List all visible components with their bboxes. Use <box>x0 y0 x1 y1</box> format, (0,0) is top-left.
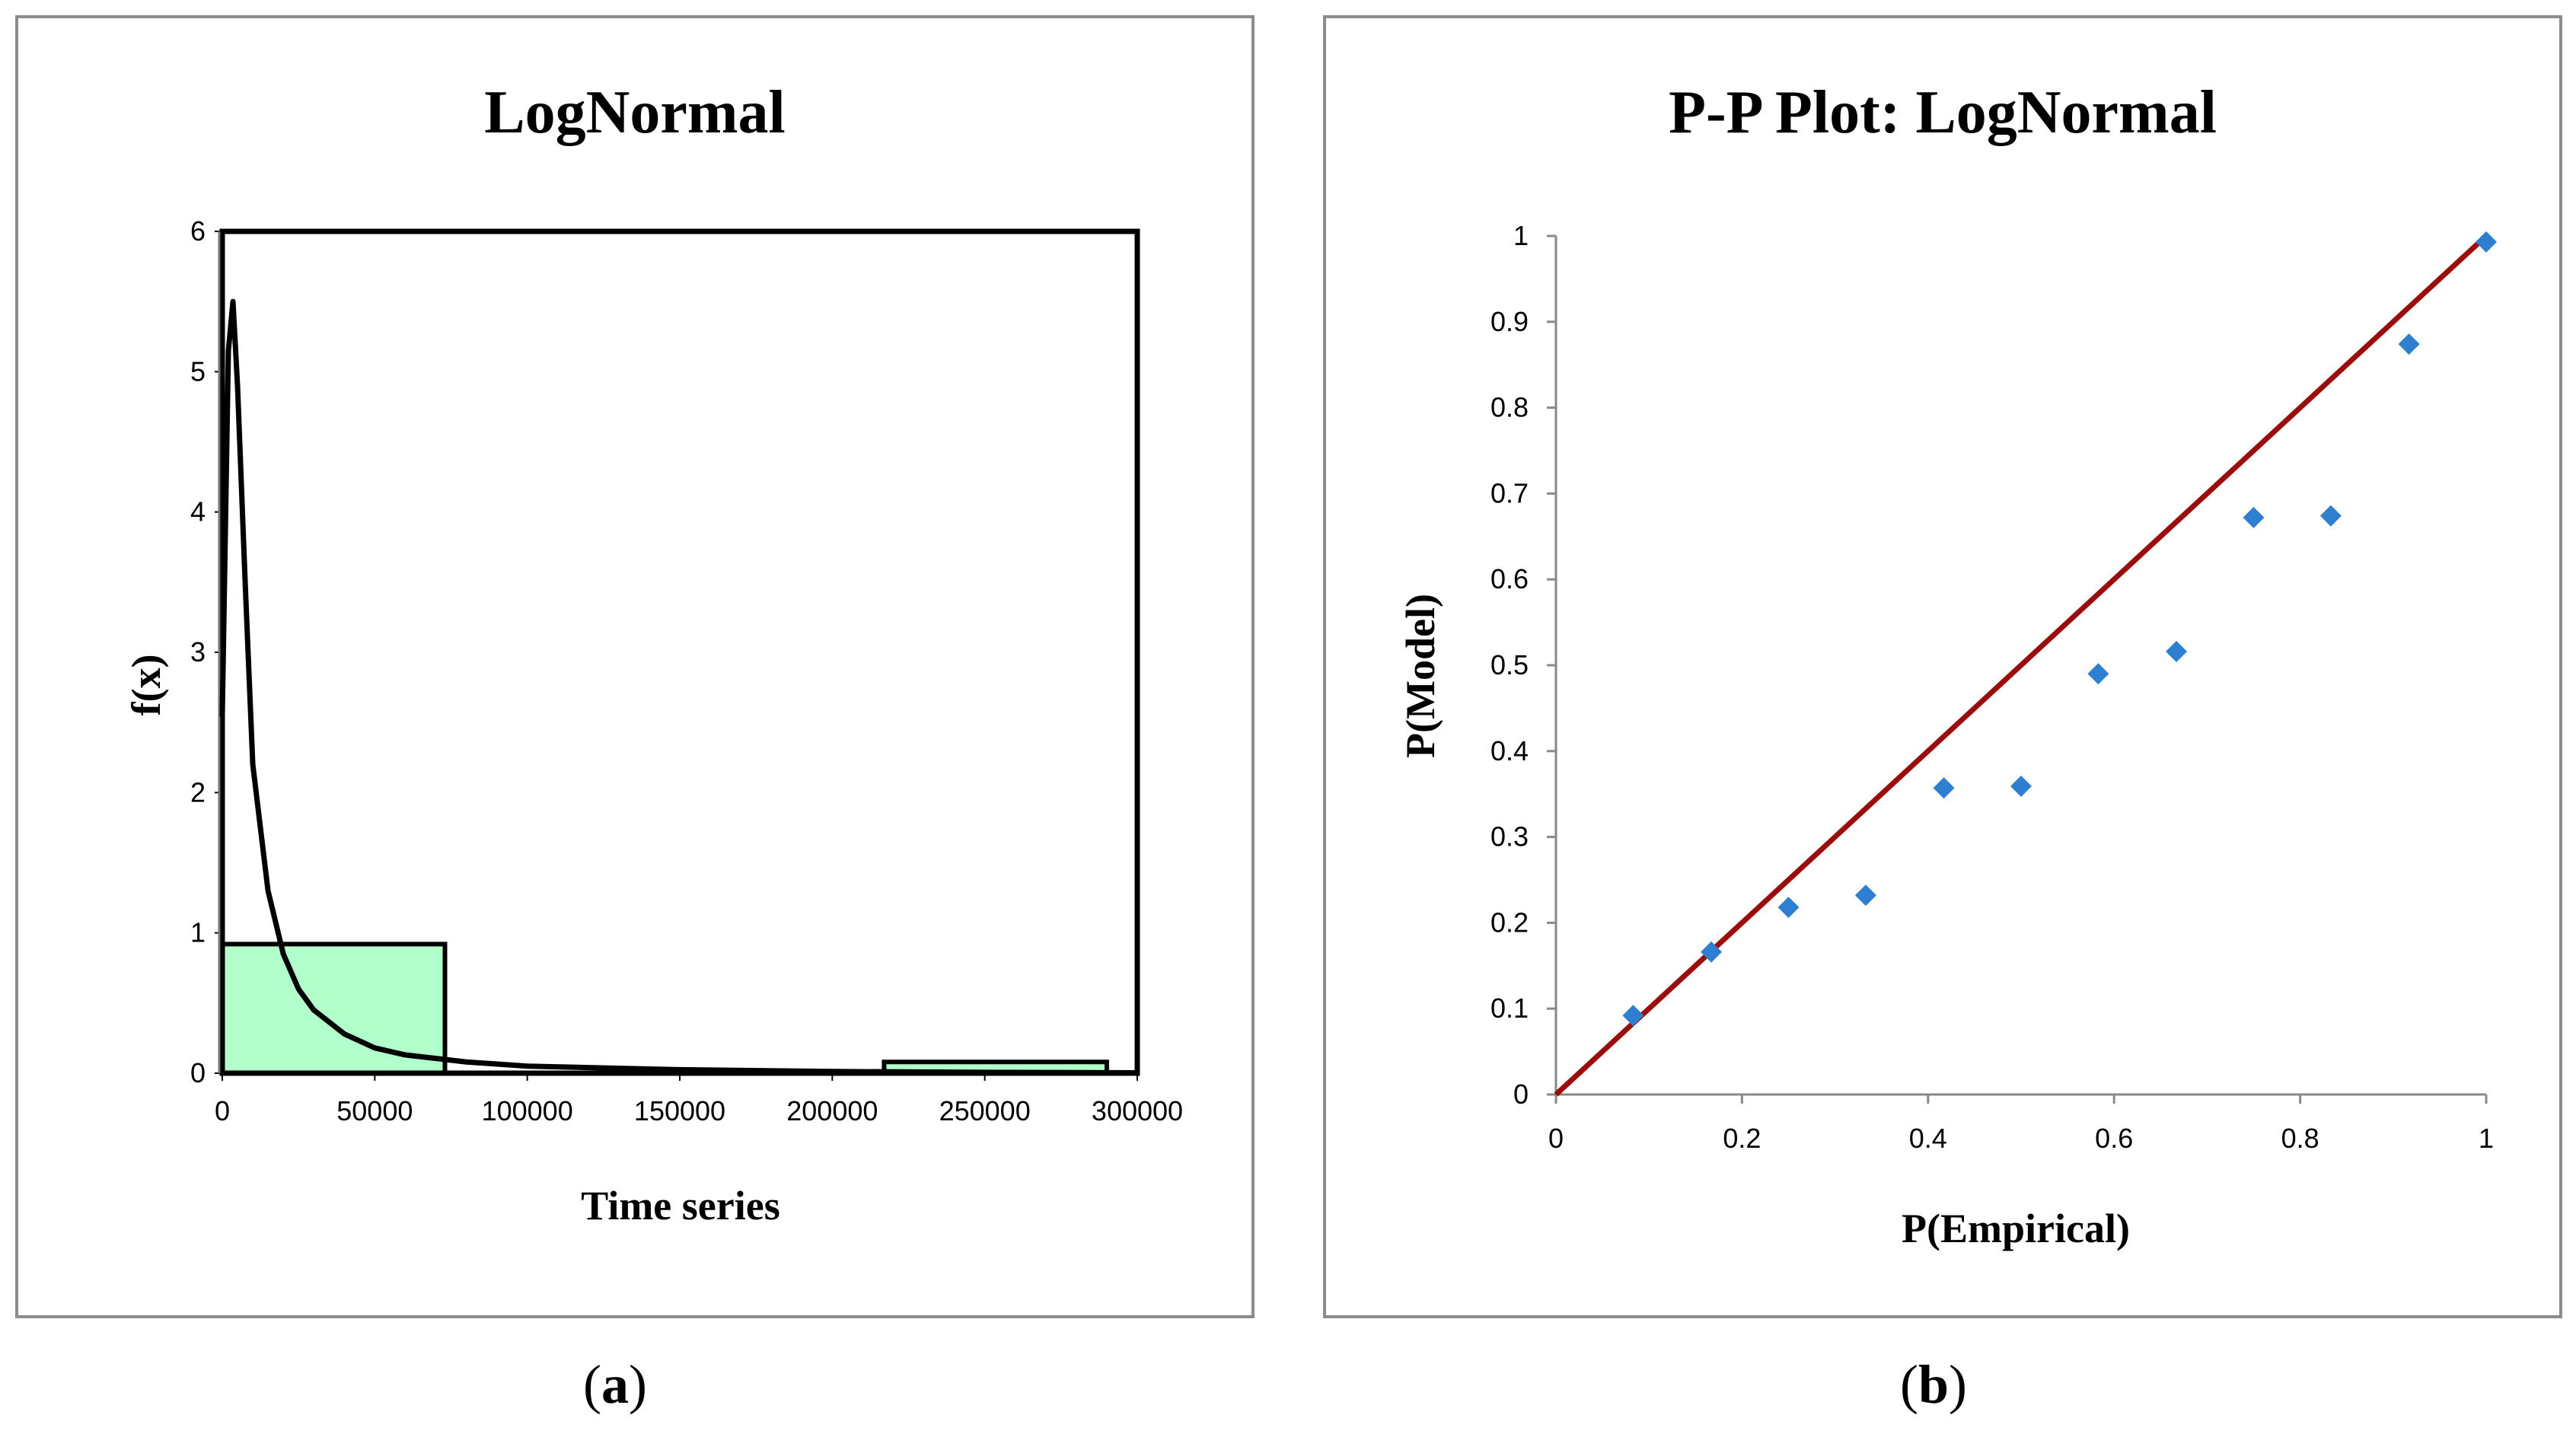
x-tick-label: 0.6 <box>2095 1123 2133 1154</box>
y-tick-label: 0 <box>1513 1079 1529 1110</box>
x-tick-label: 100000 <box>482 1095 573 1126</box>
y-tick-label: 0.1 <box>1490 993 1529 1024</box>
y-tick-label: 1 <box>1513 220 1529 251</box>
chart-a-title: LogNormal <box>484 79 786 146</box>
y-tick-label: 0.6 <box>1490 563 1529 594</box>
x-tick-label: 0.4 <box>1909 1123 1947 1154</box>
panel-a-histogram: LogNormal 0 1 2 3 4 5 6 0 50000 100000 150000 2000… <box>15 15 1255 1318</box>
chart-a-y-ticks: 0 1 2 3 4 5 6 <box>190 215 222 1088</box>
pp-point <box>2087 663 2109 685</box>
y-tick-label: 0.9 <box>1490 306 1529 337</box>
x-tick-label: 0.2 <box>1723 1123 1761 1154</box>
pp-point <box>1701 941 1723 963</box>
pp-point <box>1854 884 1876 906</box>
pp-point <box>1622 1005 1644 1027</box>
chart-b-reference-line <box>1554 234 2488 1097</box>
panel-b-pp-plot: P-P Plot: LogNormal 0 0.1 0.2 0.3 0.4 0.5 0.6 0… <box>1323 15 2562 1318</box>
pp-point <box>2010 776 2032 798</box>
pp-point <box>2319 505 2342 527</box>
y-tick-label: 1 <box>190 917 206 948</box>
x-tick-label: 50000 <box>336 1095 413 1126</box>
y-tick-label: 0.5 <box>1490 649 1529 680</box>
chart-a-x-ticks: 0 50000 100000 150000 200000 250000 300000 <box>215 1073 1183 1126</box>
x-tick-label: 200000 <box>786 1095 878 1126</box>
x-tick-label: 0.8 <box>2281 1123 2319 1154</box>
chart-b-x-label: P(Empirical) <box>1902 1206 2130 1251</box>
pp-point <box>1777 897 1800 919</box>
y-tick-label: 6 <box>190 215 206 247</box>
pp-plot-chart: P-P Plot: LogNormal 00.10.20.30.40.50.60… <box>1398 79 2497 1251</box>
chart-b-y-label: P(Model) <box>1398 594 1443 758</box>
y-tick-label: 0.3 <box>1490 821 1529 852</box>
y-tick-label: 2 <box>190 776 206 808</box>
chart-b-title: P-P Plot: LogNormal <box>1669 79 2217 146</box>
pp-point <box>1933 777 1955 799</box>
caption-b: (b) <box>1900 1354 1968 1415</box>
y-tick-label: 0.4 <box>1490 735 1529 766</box>
x-tick-label: 0 <box>215 1095 230 1126</box>
y-tick-label: 0 <box>190 1057 206 1088</box>
chart-a-y-label: f(x) <box>123 655 169 716</box>
caption-a: (a) <box>583 1354 647 1415</box>
x-tick-label: 250000 <box>939 1095 1031 1126</box>
x-tick-label: 300000 <box>1092 1095 1183 1126</box>
chart-b-x-ticks: 0 0.2 0.4 0.6 0.8 1 <box>1548 1094 2494 1154</box>
y-tick-label: 0.2 <box>1490 906 1529 938</box>
x-tick-label: 0 <box>1548 1123 1564 1154</box>
reference-line <box>1554 234 2488 1097</box>
x-tick-label: 150000 <box>634 1095 725 1126</box>
chart-a-bars <box>220 942 1109 1075</box>
y-tick-label: 4 <box>190 496 206 527</box>
y-tick-label: 0.7 <box>1490 477 1529 508</box>
pp-point <box>2398 333 2420 355</box>
chart-b-y-ticks: 0 0.1 0.2 0.3 0.4 0.5 0.6 0.7 0.8 0.9 1 <box>1490 220 1556 1110</box>
pp-point <box>2166 640 2188 662</box>
y-tick-label: 0.8 <box>1490 392 1529 423</box>
chart-a-curve <box>219 298 1140 1075</box>
y-tick-label: 5 <box>190 355 206 387</box>
pp-point <box>2243 506 2265 528</box>
x-tick-label: 1 <box>2479 1123 2494 1154</box>
density-curve <box>219 298 1140 1075</box>
pp-point <box>2476 231 2497 253</box>
chart-a-x-label: Time series <box>581 1183 779 1228</box>
lognormal-histogram-chart: LogNormal 0 1 2 3 4 5 6 0 50000 100000 150000 2000… <box>123 79 1183 1228</box>
y-tick-label: 3 <box>190 636 206 668</box>
